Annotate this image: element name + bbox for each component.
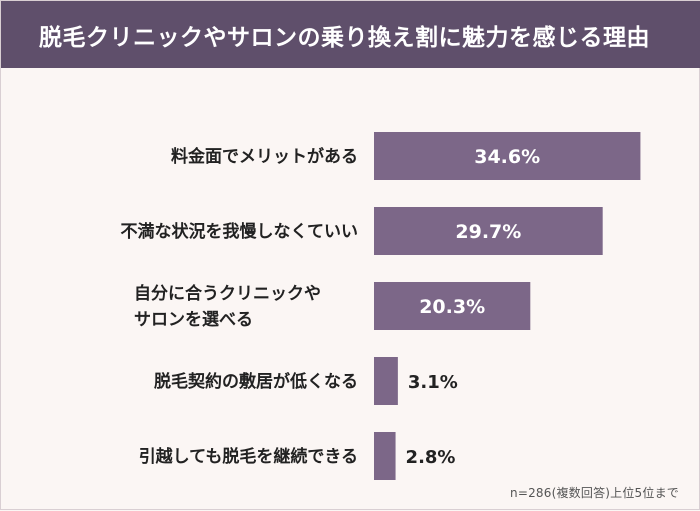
value-label-2: 20.3% [419,296,485,318]
bar-3 [374,357,398,405]
bar-4 [374,432,396,480]
sample-note: n=286(複数回答)上位5位まで [510,486,679,500]
value-label-3: 3.1% [408,372,458,393]
value-label-4: 2.8% [406,447,456,468]
category-label-1: 不満な状況を我慢しなくていい [121,221,359,242]
value-label-0: 34.6% [474,146,540,168]
value-label-1: 29.7% [455,221,521,243]
category-label-4: 引越しても脱毛を継続できる [139,446,358,467]
bar-1 [374,207,603,255]
category-label-0: 料金面でメリットがある [171,146,358,167]
bar-0 [374,132,641,180]
category-label-3: 脱毛契約の敷居が低くなる [154,371,358,392]
chart-title: 脱毛クリニックやサロンの乗り換え割に魅力を感じる理由 [1,1,700,68]
category-label-2: 自分に合うクリニックやサロンを選べる [134,283,321,330]
bar-2 [374,282,531,330]
